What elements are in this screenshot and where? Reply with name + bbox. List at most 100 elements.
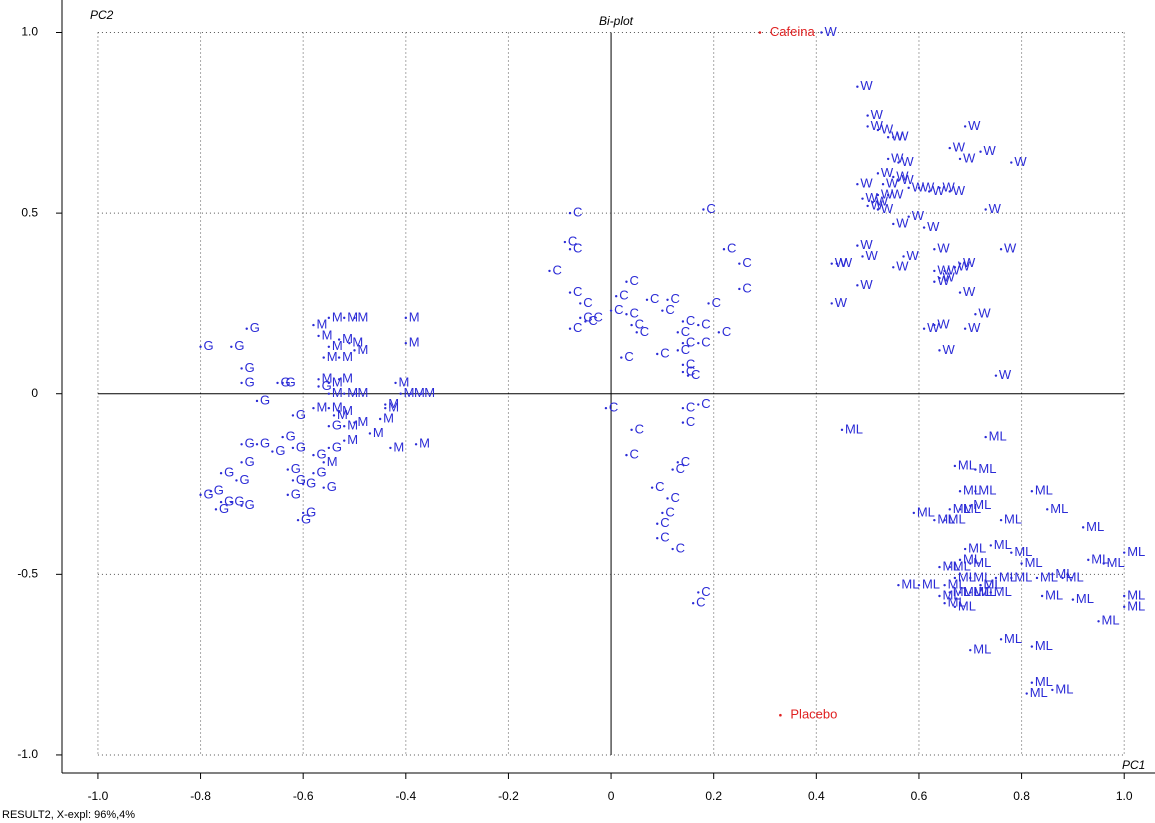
point xyxy=(969,591,972,594)
point-label: W xyxy=(860,277,873,292)
footer: RESULT2, X-expl: 96%,4% xyxy=(2,809,135,821)
point xyxy=(953,266,957,269)
x-tick-label: 0.4 xyxy=(808,789,825,803)
point-label: G xyxy=(332,439,342,454)
point-label: W xyxy=(963,255,976,270)
point xyxy=(317,385,320,388)
point-label: G xyxy=(296,472,306,487)
point xyxy=(681,363,685,367)
point xyxy=(876,208,880,211)
point-label: ML xyxy=(989,429,1007,444)
point-label: W xyxy=(953,140,966,155)
point xyxy=(974,313,977,316)
point xyxy=(856,85,859,88)
point xyxy=(938,349,941,352)
point xyxy=(943,518,946,522)
point xyxy=(676,461,679,464)
point xyxy=(661,309,664,312)
point xyxy=(291,414,295,417)
point xyxy=(963,327,967,330)
point xyxy=(343,316,346,320)
point xyxy=(301,511,305,515)
point-label: W xyxy=(932,183,945,198)
point xyxy=(584,320,587,323)
point xyxy=(286,493,289,497)
point-label: W xyxy=(886,176,899,191)
point xyxy=(291,446,295,450)
point-label: ML xyxy=(942,559,960,574)
point-label: G xyxy=(322,378,332,393)
point xyxy=(378,417,382,421)
point xyxy=(1046,508,1049,511)
point xyxy=(240,367,243,370)
point-label: C xyxy=(583,295,592,310)
point xyxy=(676,349,679,352)
point-label: G xyxy=(214,483,224,498)
point xyxy=(963,547,967,551)
point xyxy=(404,341,408,345)
point-label: C xyxy=(742,280,751,295)
point-label: M xyxy=(332,374,343,389)
point-label: G xyxy=(245,454,255,469)
point-label: ML xyxy=(994,537,1012,552)
point-label: M xyxy=(327,454,338,469)
point-label: ML xyxy=(984,577,1002,592)
point xyxy=(327,345,331,348)
point-label: M xyxy=(347,309,358,324)
point xyxy=(353,349,356,352)
point-label: M xyxy=(322,327,333,342)
point xyxy=(1051,573,1054,576)
point xyxy=(835,262,839,265)
point-label: M xyxy=(424,385,435,400)
point-label: W xyxy=(989,201,1002,216)
point-label: ML xyxy=(1025,555,1043,570)
point-label: G xyxy=(245,360,255,375)
point-label: ML xyxy=(1050,501,1068,516)
point xyxy=(948,190,951,193)
point xyxy=(948,146,951,150)
point xyxy=(368,432,372,435)
point-label: G xyxy=(296,407,306,422)
point xyxy=(332,414,336,417)
point xyxy=(348,341,351,345)
point-label: G xyxy=(306,475,316,490)
point xyxy=(943,269,946,273)
point xyxy=(933,323,936,327)
point-label: ML xyxy=(948,512,966,527)
point xyxy=(337,356,341,359)
point xyxy=(604,406,608,410)
point xyxy=(219,500,223,504)
point-label: M xyxy=(409,309,420,324)
point xyxy=(958,291,962,294)
point-label: ML xyxy=(994,584,1012,599)
point xyxy=(697,403,700,406)
point-label: M xyxy=(388,396,399,411)
point-label: M xyxy=(404,385,415,400)
point xyxy=(907,215,910,218)
point xyxy=(830,302,833,305)
point-label: W xyxy=(871,107,884,122)
point-label: ML xyxy=(1127,598,1145,613)
point xyxy=(255,399,259,403)
point-label: M xyxy=(342,349,353,364)
point xyxy=(907,186,910,190)
point-label: C xyxy=(619,288,628,303)
point-label: C xyxy=(696,595,705,610)
point xyxy=(312,471,315,475)
point xyxy=(856,284,859,287)
point-label: ML xyxy=(1055,566,1073,581)
point xyxy=(722,248,726,251)
point-label: W xyxy=(840,255,853,270)
point-label: W xyxy=(907,248,920,263)
point xyxy=(1123,605,1126,609)
point xyxy=(897,161,900,164)
point-label: G xyxy=(316,447,326,462)
point-label: G xyxy=(316,465,326,480)
point xyxy=(620,356,623,359)
point xyxy=(738,287,741,291)
point xyxy=(635,331,638,334)
point xyxy=(994,374,998,377)
point xyxy=(327,425,331,428)
point-label: C xyxy=(660,515,669,530)
point-label: C xyxy=(640,324,649,339)
